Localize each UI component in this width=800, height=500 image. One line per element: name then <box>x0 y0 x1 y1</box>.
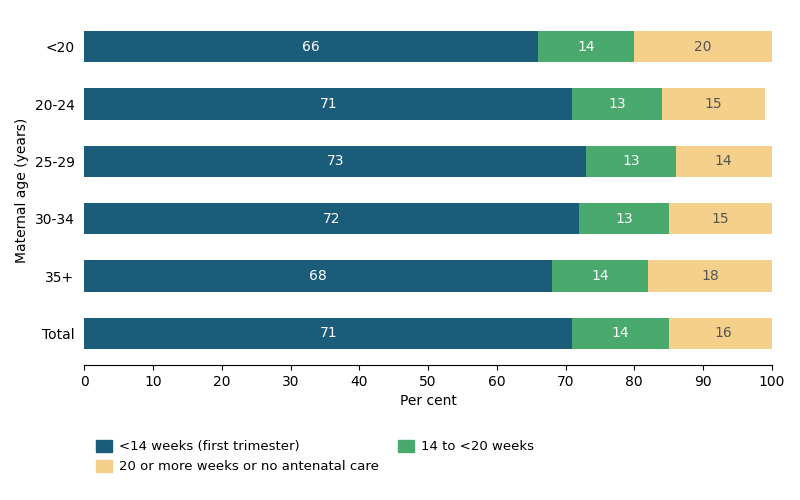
Text: 14: 14 <box>578 40 595 54</box>
Text: 14: 14 <box>715 154 733 168</box>
Bar <box>538 31 634 62</box>
Text: 72: 72 <box>323 212 341 226</box>
Bar <box>573 88 662 120</box>
Bar <box>579 203 669 234</box>
Text: 13: 13 <box>615 212 633 226</box>
Text: 13: 13 <box>622 154 640 168</box>
Text: 14: 14 <box>591 269 609 283</box>
Bar <box>84 318 573 349</box>
Text: 68: 68 <box>309 269 327 283</box>
Text: 20: 20 <box>694 40 712 54</box>
Text: 18: 18 <box>701 269 719 283</box>
Bar <box>648 260 772 292</box>
Text: 71: 71 <box>319 97 337 111</box>
Bar <box>669 203 772 234</box>
Text: 73: 73 <box>326 154 344 168</box>
Y-axis label: Maternal age (years): Maternal age (years) <box>15 118 29 262</box>
Bar <box>669 318 778 349</box>
Text: 71: 71 <box>319 326 337 340</box>
Text: 15: 15 <box>711 212 729 226</box>
Text: 15: 15 <box>705 97 722 111</box>
Bar <box>586 146 675 177</box>
Bar <box>84 88 573 120</box>
Bar <box>84 146 586 177</box>
Text: 13: 13 <box>608 97 626 111</box>
Legend: <14 weeks (first trimester), 20 or more weeks or no antenatal care, 14 to <20 we: <14 weeks (first trimester), 20 or more … <box>91 434 539 478</box>
Bar <box>573 318 669 349</box>
Bar <box>84 31 538 62</box>
Bar <box>552 260 648 292</box>
Text: 16: 16 <box>715 326 733 340</box>
Text: 14: 14 <box>612 326 630 340</box>
Bar <box>84 260 552 292</box>
X-axis label: Per cent: Per cent <box>400 394 457 408</box>
Bar <box>84 203 579 234</box>
Bar <box>675 146 772 177</box>
Text: 66: 66 <box>302 40 320 54</box>
Bar <box>634 31 772 62</box>
Bar <box>662 88 765 120</box>
